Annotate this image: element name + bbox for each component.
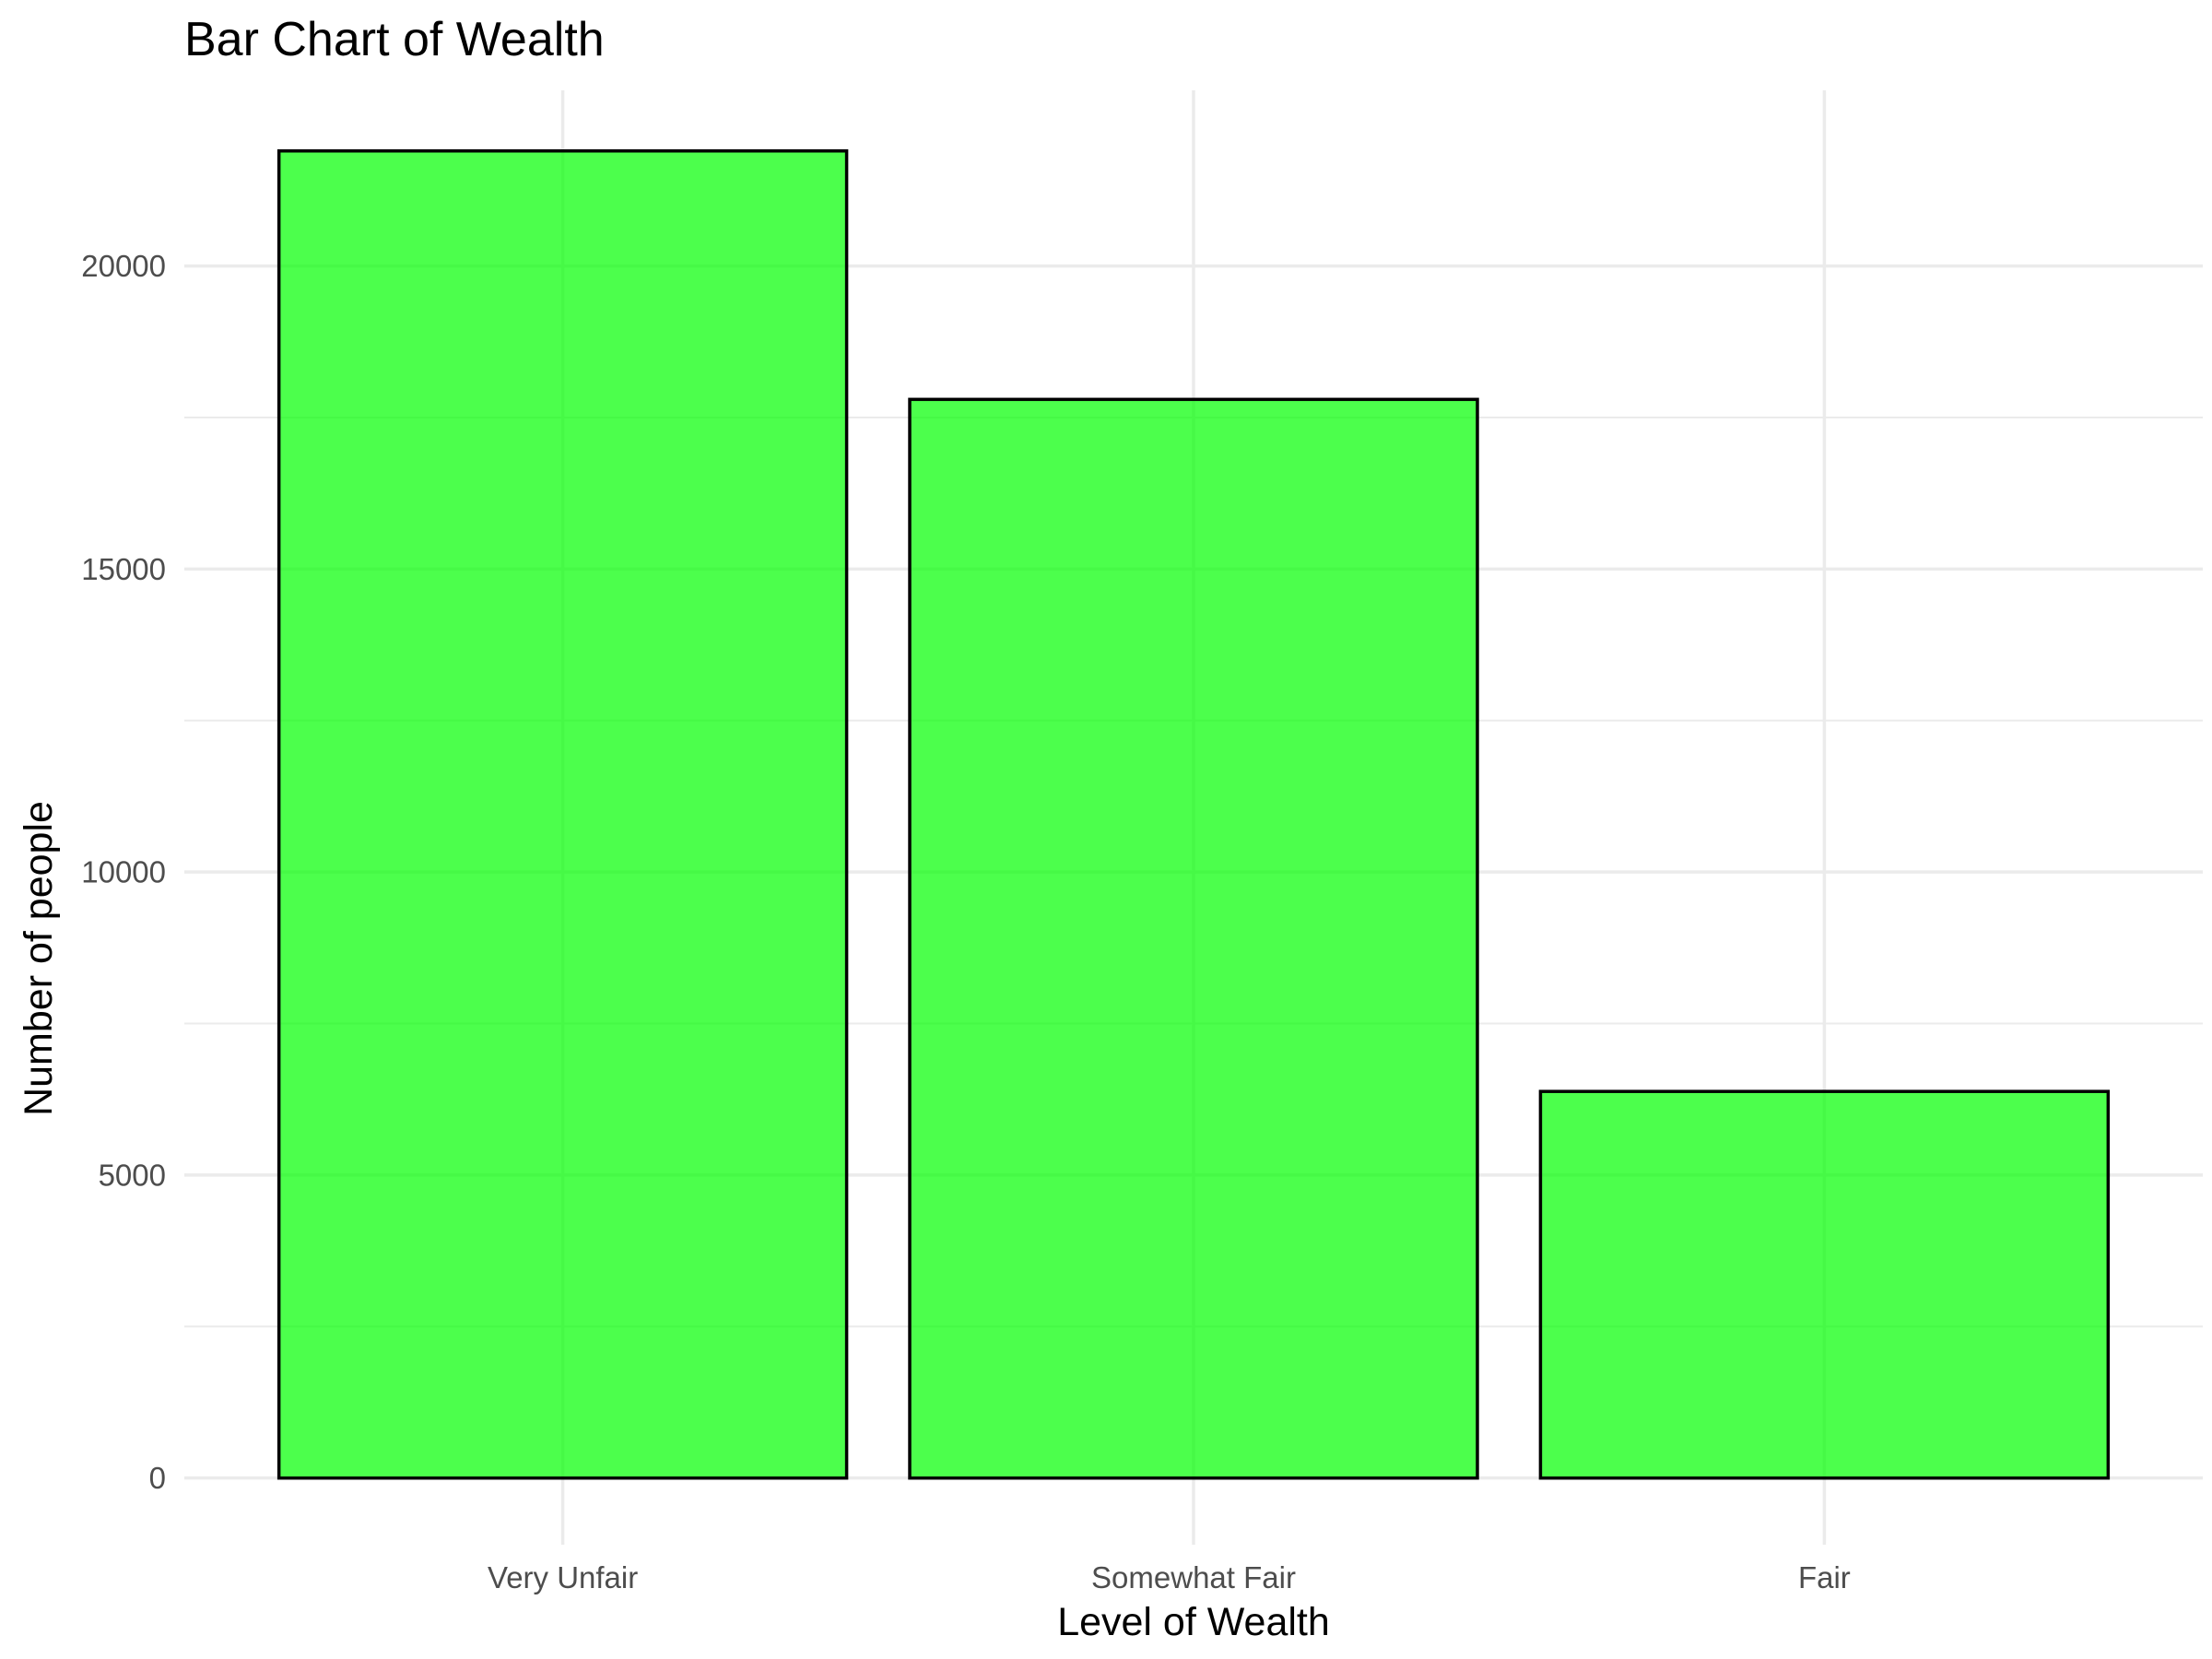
y-tick-label: 5000 bbox=[99, 1158, 166, 1192]
y-tick-label: 15000 bbox=[81, 552, 166, 586]
y-axis-title: Number of people bbox=[17, 801, 61, 1116]
bar-fair bbox=[1538, 1089, 2111, 1480]
y-tick-labels: 0 5000 10000 15000 20000 bbox=[81, 249, 166, 1495]
bar-very-unfair bbox=[276, 149, 849, 1480]
x-tick-label: Somewhat Fair bbox=[1091, 1560, 1296, 1594]
chart-title: Bar Chart of Wealth bbox=[184, 13, 605, 66]
y-tick-label: 20000 bbox=[81, 249, 166, 283]
x-axis-title: Level of Wealth bbox=[1057, 1600, 1330, 1644]
x-tick-labels: Very Unfair Somewhat Fair Fair bbox=[488, 1560, 1851, 1594]
x-tick-label: Very Unfair bbox=[488, 1560, 638, 1594]
y-tick-label: 10000 bbox=[81, 855, 166, 889]
x-tick-label: Fair bbox=[1798, 1560, 1851, 1594]
y-tick-label: 0 bbox=[149, 1461, 166, 1495]
bar-somewhat-fair bbox=[908, 397, 1479, 1480]
bars-group bbox=[276, 149, 2111, 1480]
